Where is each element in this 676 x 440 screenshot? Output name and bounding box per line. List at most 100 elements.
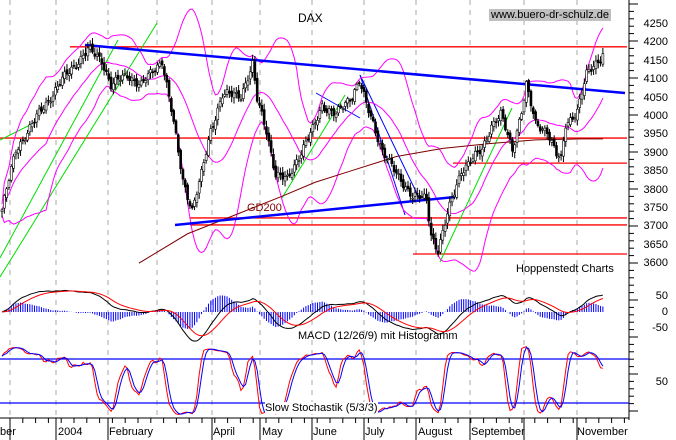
candle-body	[320, 103, 324, 112]
candle-body	[241, 88, 245, 99]
candle-body	[100, 58, 104, 65]
candle-body	[235, 92, 238, 94]
price-tick-label: 4200	[643, 36, 668, 49]
candle-body	[186, 184, 189, 201]
candle-body	[77, 64, 80, 68]
candle-body	[3, 195, 6, 209]
candle-body	[248, 71, 252, 80]
candle-body	[65, 69, 69, 75]
price-tick-label: 3900	[643, 146, 668, 159]
candle-body	[170, 98, 173, 112]
candle-body	[323, 105, 326, 112]
candle-body	[181, 169, 185, 180]
candle-body	[216, 107, 220, 120]
candle-body	[174, 120, 178, 134]
candle-body	[499, 110, 503, 122]
thin-trend-line	[359, 74, 421, 201]
candle-body	[538, 126, 542, 132]
candle-body	[91, 43, 94, 53]
candle-body	[58, 84, 62, 86]
candle-body	[385, 159, 389, 162]
candle-body	[190, 205, 194, 209]
candle-body	[353, 89, 356, 102]
candle-body	[139, 80, 143, 86]
candle-body	[119, 80, 122, 82]
source-label: Hoppenstedt Charts	[516, 263, 614, 275]
candle-body	[369, 110, 373, 117]
candle-body	[102, 62, 106, 71]
candle-body	[478, 149, 482, 155]
candle-body	[267, 132, 271, 142]
candle-body	[33, 121, 36, 124]
candle-body	[5, 188, 8, 198]
candle-body	[341, 108, 345, 110]
candle-body	[304, 140, 308, 146]
candle-body	[576, 108, 579, 121]
candle-body	[536, 120, 540, 126]
candle-body	[492, 120, 496, 127]
candle-body	[429, 222, 433, 236]
candle-body	[506, 131, 510, 136]
price-tick-label: 3950	[643, 128, 668, 141]
candle-body	[128, 76, 131, 82]
candle-body	[214, 119, 217, 130]
trend-channel-line	[0, 124, 31, 141]
candle-body	[269, 140, 273, 153]
candle-body	[371, 116, 375, 122]
candle-body	[518, 118, 521, 133]
candle-body	[562, 140, 565, 157]
macd-tick: 50	[655, 290, 668, 302]
candle-body	[26, 132, 29, 141]
candle-body	[144, 80, 148, 84]
candle-body	[511, 139, 514, 152]
candle-body	[272, 154, 275, 169]
candle-body	[559, 154, 563, 156]
candle-body	[112, 82, 115, 91]
candle-body	[473, 151, 477, 162]
candle-body	[501, 109, 505, 119]
candle-body	[337, 106, 340, 114]
candle-body	[515, 130, 519, 143]
candle-body	[95, 53, 99, 57]
candle-body	[244, 82, 247, 89]
candle-body	[599, 61, 602, 64]
candle-body	[47, 99, 50, 102]
candle-body	[325, 108, 329, 113]
candle-body	[279, 172, 282, 176]
candle-body	[153, 70, 157, 73]
candle-body	[260, 105, 264, 112]
candle-body	[204, 154, 208, 161]
price-tick-label: 4150	[643, 54, 668, 67]
candle-body	[529, 90, 533, 107]
stochastic-tick: 50	[655, 376, 668, 388]
candle-body	[114, 77, 117, 85]
candle-body	[397, 173, 401, 175]
candle-body	[156, 64, 159, 73]
candle-body	[520, 113, 523, 120]
candle-body	[228, 90, 231, 94]
candle-body	[564, 127, 568, 142]
candle-body	[290, 173, 294, 179]
candle-body	[202, 162, 206, 172]
price-tick-label: 3700	[643, 220, 668, 233]
candle-body	[200, 169, 203, 182]
candle-body	[596, 59, 600, 64]
candle-body	[288, 173, 291, 176]
x-tick-label: May	[262, 426, 283, 438]
candle-body	[197, 181, 201, 194]
candle-body	[88, 45, 92, 50]
candle-body	[137, 84, 141, 88]
candle-body	[84, 52, 87, 56]
candle-body	[19, 141, 22, 151]
candle-body	[223, 93, 227, 97]
candle-body	[276, 171, 280, 179]
candle-body	[534, 111, 537, 121]
price-tick-label: 4000	[643, 110, 668, 122]
candle-body	[221, 97, 224, 105]
candle-body	[179, 149, 182, 170]
candle-body	[490, 124, 493, 135]
watermark-url: www.buero-dr-schulz.de	[489, 9, 611, 21]
candle-body	[306, 138, 310, 141]
watermark-text: www.buero-dr-schulz.de	[489, 9, 611, 21]
